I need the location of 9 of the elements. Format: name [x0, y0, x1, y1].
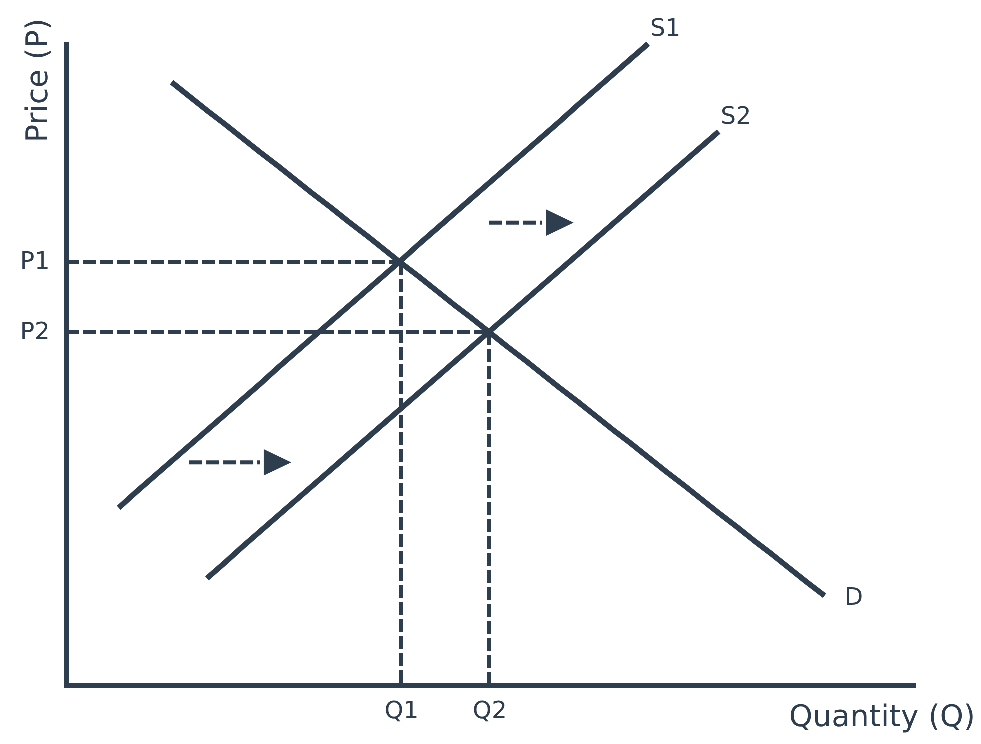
y-axis-title: Price (P) — [20, 18, 56, 143]
x-tick-label: Q2 — [472, 696, 508, 724]
series-label: S2 — [720, 102, 752, 130]
series-label: P2 — [20, 317, 50, 346]
x-tick-label: Q1 — [384, 696, 419, 724]
series-label: P1 — [20, 246, 50, 275]
series-label: S1 — [650, 14, 681, 42]
x-axis-title: Quantity (Q) — [789, 700, 976, 734]
series-label: D — [844, 582, 864, 611]
